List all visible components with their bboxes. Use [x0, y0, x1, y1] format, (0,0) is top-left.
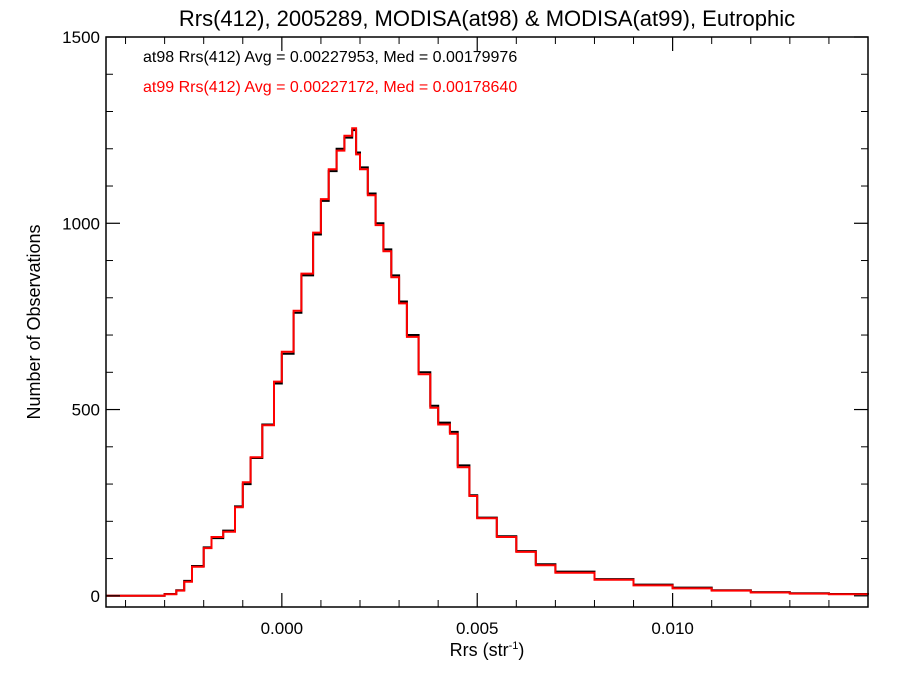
- y-tick-label: 1000: [62, 214, 100, 233]
- y-tick-label: 1500: [62, 28, 100, 47]
- x-tick-label: 0.005: [456, 619, 499, 638]
- x-axis-label-main: Rrs (str: [450, 640, 509, 660]
- x-axis-label: Rrs (str-1): [450, 640, 525, 660]
- x-axis-label-close: ): [518, 640, 524, 660]
- annotation-at99: at99 Rrs(412) Avg = 0.00227172, Med = 0.…: [143, 79, 517, 96]
- annotation-at98: at98 Rrs(412) Avg = 0.00227953, Med = 0.…: [143, 49, 517, 66]
- y-tick-label: 0: [91, 587, 100, 606]
- x-tick-label: 0.000: [261, 619, 304, 638]
- x-axis-label-sup: -1: [509, 640, 519, 652]
- series-at99-line: [106, 127, 869, 597]
- y-tick-label: 500: [72, 401, 100, 420]
- x-tick-label: 0.010: [651, 619, 694, 638]
- series-at98-line: [106, 129, 869, 597]
- ticks-layer: 0 500 1000 1500 0.000 0.005 0.010: [62, 28, 868, 638]
- y-axis-label: Number of Observations: [24, 224, 44, 419]
- plot-frame: [105, 36, 869, 608]
- series-layer: [106, 127, 869, 597]
- chart-title: Rrs(412), 2005289, MODISA(at98) & MODISA…: [179, 6, 795, 31]
